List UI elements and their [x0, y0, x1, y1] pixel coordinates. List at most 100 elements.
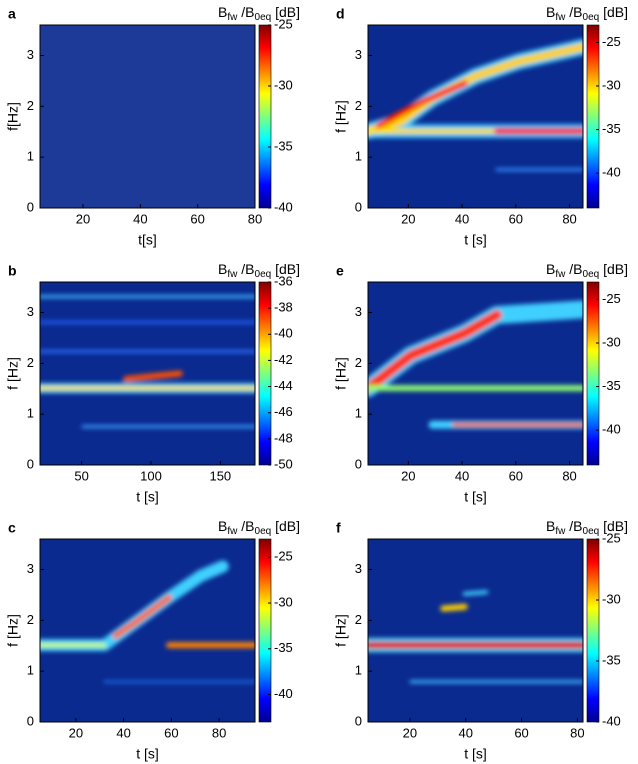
colorbar-label-part: /B	[237, 261, 254, 277]
heatmap-texture	[368, 38, 583, 172]
heatmap	[40, 25, 255, 208]
colorbar-tick-label: -50	[274, 456, 293, 471]
x-axis-label: t [s]	[464, 489, 487, 505]
y-tick-label: 1	[355, 149, 362, 164]
x-axis-label: t [s]	[464, 746, 487, 762]
x-tick-label: 40	[455, 468, 469, 483]
x-tick-label: 60	[509, 211, 523, 226]
panel: 20 40 60 80 0 1 2 3 t [s] f [Hz] d -25 -30 -35 -40 Bfw …	[333, 4, 628, 248]
x-axis-label: t [s]	[136, 746, 159, 762]
heatmap	[40, 282, 255, 465]
colorbar-label-part: B	[218, 518, 227, 534]
colorbar-tick-label: -38	[274, 300, 293, 315]
heatmap-texture	[40, 560, 255, 683]
colorbar-tick-label: -42	[274, 352, 293, 367]
colorbar-tick-label: -35	[274, 640, 293, 655]
ridge	[375, 80, 468, 129]
colorbar-tick-label: -25	[602, 34, 621, 49]
heatmap-texture	[368, 590, 583, 684]
colorbar-tick-label: -25	[274, 16, 293, 31]
colorbar-tick-label: -30	[602, 591, 621, 606]
plot-frame	[39, 281, 256, 466]
x-tick-label: 20	[401, 468, 415, 483]
y-tick-label: 1	[355, 406, 362, 421]
y-tick-label: 0	[355, 713, 362, 728]
panel-label: c	[8, 520, 16, 536]
colorbar-label-part: fw	[227, 269, 238, 280]
y-tick-label: 3	[355, 561, 362, 576]
colorbar	[258, 281, 272, 466]
panel: 20 40 60 80 0 1 2 3 t [s] f [Hz] e -25 -30 -35 -40 Bfw …	[333, 261, 628, 505]
x-axis-label: t [s]	[136, 489, 159, 505]
colorbar-label: Bfw /B0eq [dB]	[218, 4, 300, 23]
y-tick-label: 1	[355, 663, 362, 678]
plot-frame	[367, 24, 584, 209]
colorbar-tick-label: -40	[602, 713, 621, 728]
y-tick-label: 0	[27, 199, 34, 214]
y-axis-label: f [Hz]	[333, 357, 349, 390]
x-tick-label: 80	[562, 468, 576, 483]
colorbar-tick-label: -35	[602, 121, 621, 136]
colorbar-tick-label: -40	[274, 326, 293, 341]
colorbar-tick-label: -48	[274, 430, 293, 445]
x-tick-label: 80	[212, 725, 226, 740]
colorbar-tick-label: -30	[274, 594, 293, 609]
y-tick-label: 3	[355, 304, 362, 319]
ridge	[112, 594, 172, 639]
colorbar-label-part: fw	[227, 526, 238, 537]
x-tick-label: 150	[209, 468, 231, 483]
colorbar-label-part: 0eq	[255, 526, 272, 537]
colorbar-label-part: 0eq	[255, 12, 272, 23]
x-tick-label: 60	[190, 211, 204, 226]
colorbar-label: Bfw /B0eq [dB]	[546, 518, 628, 537]
colorbar-label-part: [dB]	[271, 261, 300, 277]
panel: 20 40 60 80 0 1 2 3 t [s] f [Hz] c -25 -30 -35 -40 Bfw …	[5, 518, 300, 762]
colorbar	[586, 281, 600, 466]
x-tick-label: 20	[401, 211, 415, 226]
colorbar-label-part: fw	[555, 269, 566, 280]
colorbar-label-part: B	[546, 4, 555, 20]
panel-label: b	[8, 263, 17, 279]
panel-label: d	[336, 6, 345, 22]
y-tick-label: 2	[27, 355, 34, 370]
y-axis-label: f [Hz]	[333, 614, 349, 647]
colorbar	[586, 24, 600, 209]
colorbar-tick-label: -40	[274, 686, 293, 701]
colorbar-label-part: fw	[555, 526, 566, 537]
colorbar	[258, 24, 272, 209]
x-tick-label: 20	[69, 725, 83, 740]
x-tick-label: 60	[509, 468, 523, 483]
colorbar-label-part: 0eq	[255, 269, 272, 280]
y-tick-label: 0	[27, 713, 34, 728]
colorbar-label-part: [dB]	[599, 4, 628, 20]
colorbar-label-part: B	[546, 518, 555, 534]
x-tick-label: 40	[116, 725, 130, 740]
colorbar	[258, 538, 272, 723]
colorbar-tick-label: -40	[602, 165, 621, 180]
colorbar	[586, 538, 600, 723]
y-tick-label: 2	[27, 612, 34, 627]
colorbar-label-part: /B	[565, 4, 582, 20]
colorbar-label-part: 0eq	[583, 269, 600, 280]
colorbar-label: Bfw /B0eq [dB]	[546, 261, 628, 280]
colorbar-label-part: [dB]	[599, 518, 628, 534]
ridge	[462, 590, 489, 596]
colorbar-label: Bfw /B0eq [dB]	[546, 4, 628, 23]
y-tick-label: 3	[355, 47, 362, 62]
colorbar-label: Bfw /B0eq [dB]	[218, 518, 300, 537]
y-tick-label: 2	[355, 612, 362, 627]
y-tick-label: 0	[355, 456, 362, 471]
panel-label: f	[336, 520, 341, 536]
panel-label: a	[8, 6, 16, 22]
colorbar-label-part: /B	[237, 518, 254, 534]
x-tick-label: 80	[248, 211, 262, 226]
x-tick-label: 20	[76, 211, 90, 226]
colorbar-tick-label: -35	[274, 138, 293, 153]
ridge	[368, 309, 502, 394]
colorbar-tick-label: -30	[602, 77, 621, 92]
colorbar-tick-label: -40	[602, 422, 621, 437]
colorbar-tick-label: -30	[602, 334, 621, 349]
x-tick-label: 80	[570, 725, 584, 740]
colorbar-label-part: [dB]	[271, 518, 300, 534]
